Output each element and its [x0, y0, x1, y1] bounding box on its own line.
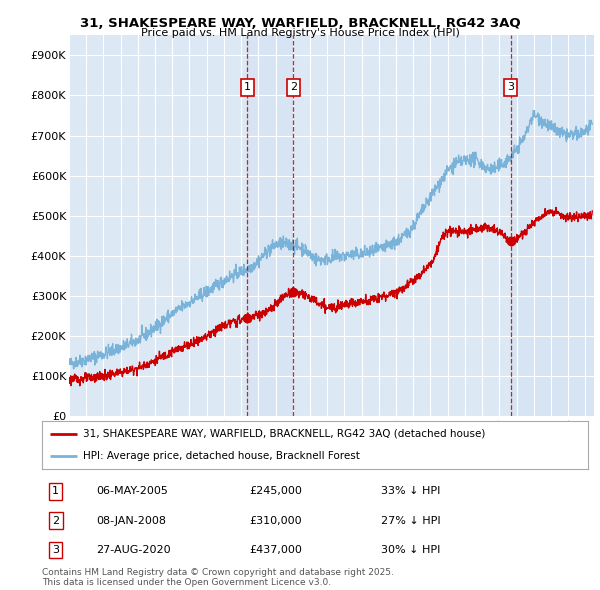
Text: 3: 3 — [507, 83, 514, 93]
Text: 27% ↓ HPI: 27% ↓ HPI — [380, 516, 440, 526]
Text: 33% ↓ HPI: 33% ↓ HPI — [380, 486, 440, 496]
Text: £245,000: £245,000 — [250, 486, 302, 496]
Text: 1: 1 — [244, 83, 251, 93]
Text: 06-MAY-2005: 06-MAY-2005 — [97, 486, 169, 496]
Text: 3: 3 — [52, 545, 59, 555]
Text: 31, SHAKESPEARE WAY, WARFIELD, BRACKNELL, RG42 3AQ (detached house): 31, SHAKESPEARE WAY, WARFIELD, BRACKNELL… — [83, 429, 485, 439]
Text: 30% ↓ HPI: 30% ↓ HPI — [380, 545, 440, 555]
Text: 1: 1 — [52, 486, 59, 496]
Text: Contains HM Land Registry data © Crown copyright and database right 2025.
This d: Contains HM Land Registry data © Crown c… — [42, 568, 394, 587]
Text: HPI: Average price, detached house, Bracknell Forest: HPI: Average price, detached house, Brac… — [83, 451, 360, 461]
Text: 08-JAN-2008: 08-JAN-2008 — [97, 516, 167, 526]
Text: 31, SHAKESPEARE WAY, WARFIELD, BRACKNELL, RG42 3AQ: 31, SHAKESPEARE WAY, WARFIELD, BRACKNELL… — [80, 17, 520, 30]
Text: £437,000: £437,000 — [250, 545, 302, 555]
Text: 2: 2 — [290, 83, 297, 93]
Bar — [247, 35, 293, 416]
Text: £310,000: £310,000 — [250, 516, 302, 526]
Bar — [511, 35, 594, 416]
Text: 27-AUG-2020: 27-AUG-2020 — [97, 545, 171, 555]
Text: Price paid vs. HM Land Registry's House Price Index (HPI): Price paid vs. HM Land Registry's House … — [140, 28, 460, 38]
Text: 2: 2 — [52, 516, 59, 526]
